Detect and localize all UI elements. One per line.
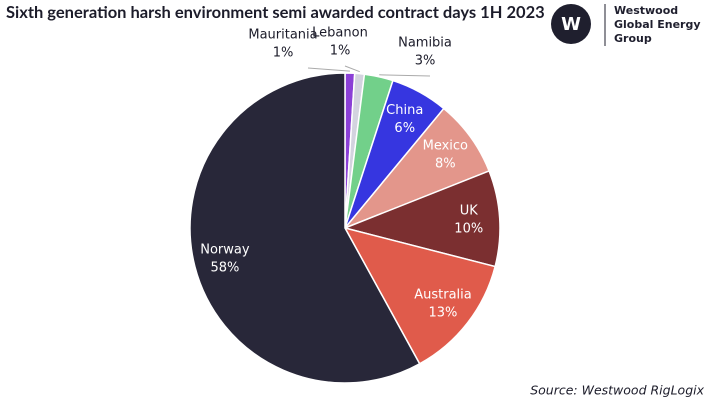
slice-label: Mexico <box>423 139 468 154</box>
logo-circle <box>551 4 591 44</box>
value-label: 58% <box>210 260 239 275</box>
value-label: 1% <box>330 44 351 59</box>
logo-text: Global Energy <box>614 18 701 31</box>
value-label: 8% <box>435 157 456 172</box>
slice-label: Australia <box>414 288 472 303</box>
leader-line <box>379 74 431 77</box>
pie-slice <box>189 72 421 384</box>
chart-title: Sixth generation harsh environment semi … <box>6 2 545 22</box>
source: Source: Westwood RigLogix <box>530 383 704 398</box>
slice-label: Lebanon <box>312 26 368 41</box>
slice-label: Norway <box>200 242 250 257</box>
leader-line <box>307 67 350 72</box>
slice-label: UK <box>460 204 479 219</box>
slice-label: China <box>386 103 423 118</box>
value-label: 10% <box>454 222 483 237</box>
slice-label: Namibia <box>398 36 452 51</box>
value-label: 3% <box>415 54 436 69</box>
logo-text: Group <box>614 32 652 45</box>
logo-mark: W <box>561 14 581 35</box>
slice-label: Mauritania <box>248 28 317 43</box>
leader-line <box>344 65 360 73</box>
pie-slice <box>343 226 497 365</box>
value-label: 1% <box>273 46 294 61</box>
value-label: 6% <box>394 121 415 136</box>
value-label: 13% <box>429 306 458 321</box>
pie-slice <box>342 169 501 268</box>
logo-text: Westwood <box>614 4 678 17</box>
